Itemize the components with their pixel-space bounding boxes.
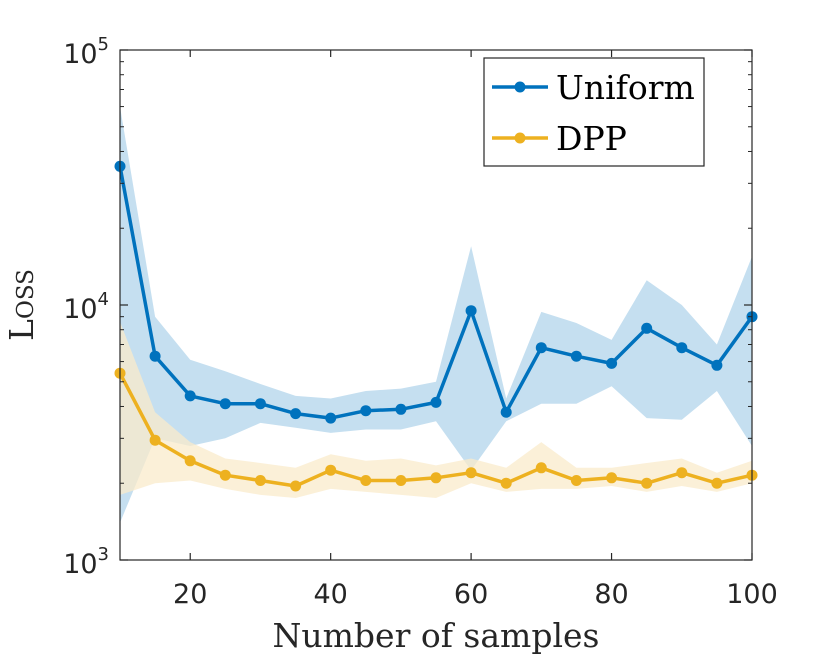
dpp-point [149,434,161,446]
confidence-bands [120,106,752,523]
x-tick-label: 100 [726,579,778,610]
dpp-point [219,469,231,481]
y-tick-label: 103 [63,544,109,580]
uniform-point [570,350,582,362]
uniform-point [641,322,653,334]
dpp-point [535,462,547,474]
legend-uniform-marker [514,81,526,93]
x-tick-label: 80 [594,579,628,610]
dpp-point [430,472,442,484]
x-tick-label: 20 [173,579,207,610]
dpp-point [711,477,723,489]
dpp-point [360,475,372,486]
y-tick-label: 104 [63,289,109,325]
legend-box [483,57,705,167]
uniform-point [254,398,266,410]
dpp-point [570,475,582,486]
uniform-point [430,396,442,408]
uniform-point [676,342,688,354]
uniform-point [465,305,477,317]
uniform-point [395,403,407,415]
y-tick-label: 105 [63,34,109,70]
y-axis-title: Loss [2,269,41,341]
dpp-point [395,475,407,486]
dpp-point [325,464,337,476]
dpp-point [254,475,266,486]
dpp-point [184,455,196,467]
uniform-point [606,357,618,369]
uniform-point [535,342,547,354]
dpp-point [641,477,653,489]
legend-dpp-marker [514,132,526,144]
dpp-point [500,477,512,489]
x-tick-label: 40 [313,579,347,610]
dpp-point [606,472,618,484]
dpp-confidence-band [120,321,752,498]
uniform-point [500,406,512,418]
dpp-point [290,480,302,492]
uniform-point [711,359,723,371]
uniform-point [360,405,372,417]
uniform-point [290,408,302,420]
uniform-confidence-band [120,106,752,523]
dpp-point [676,467,688,479]
legend: Uniform DPP [483,57,705,167]
legend-dpp-label: DPP [556,119,627,158]
x-tick-label: 60 [454,579,488,610]
dpp-point [465,467,477,479]
x-axis-title: Number of samples [273,616,600,655]
legend-uniform-label: Uniform [556,68,695,107]
uniform-point [184,390,196,402]
uniform-point [149,350,161,362]
x-ticks: 20 40 60 80 100 [173,50,778,610]
uniform-point [219,398,231,410]
uniform-point [325,412,337,424]
